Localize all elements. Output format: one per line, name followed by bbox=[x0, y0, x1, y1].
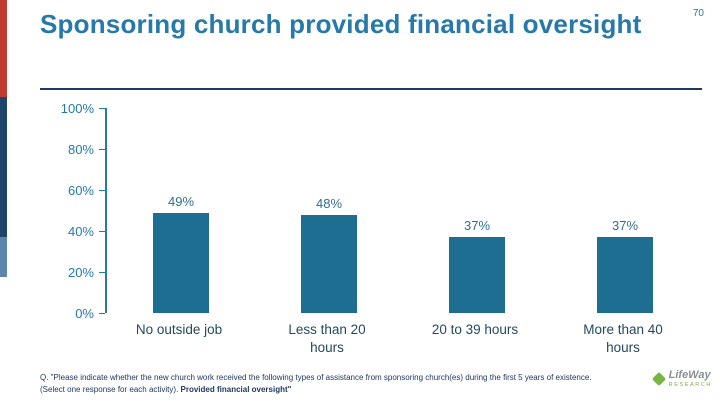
x-axis-category: More than 40 hours bbox=[583, 322, 663, 356]
y-axis-tick: 60% bbox=[67, 183, 105, 198]
accent-strip-blue bbox=[0, 237, 7, 277]
tick-mark bbox=[99, 231, 105, 232]
y-axis-tick: 40% bbox=[67, 224, 105, 239]
y-axis-tick: 100% bbox=[60, 101, 105, 116]
x-axis-labels: No outside job Less than 20 hours 20 to … bbox=[105, 321, 697, 357]
footnote-question: Q. "Please indicate whether the new chur… bbox=[40, 373, 592, 394]
bar-value-label: 48% bbox=[315, 195, 343, 211]
x-axis-category: Less than 20 hours bbox=[288, 322, 366, 356]
bar bbox=[597, 237, 653, 313]
tick-mark bbox=[99, 149, 105, 150]
y-tick-label: 80% bbox=[67, 142, 94, 157]
bar-column: 37% bbox=[403, 108, 551, 313]
slide-title: Sponsoring church provided financial ove… bbox=[40, 9, 642, 39]
bar-column: 37% bbox=[551, 108, 699, 313]
accent-strip-red bbox=[0, 0, 7, 97]
tick-mark bbox=[99, 190, 105, 191]
bar-chart-plot: 49% 48% 37% 37% bbox=[105, 108, 699, 313]
y-tick-label: 100% bbox=[60, 101, 94, 116]
bar-column: 48% bbox=[255, 108, 403, 313]
y-axis-tick: 0% bbox=[75, 306, 105, 321]
y-axis: 100% 80% 60% 40% 20% 0% bbox=[30, 101, 105, 321]
logo-subtitle: RESEARCH bbox=[668, 382, 712, 388]
tick-mark bbox=[99, 108, 105, 109]
bar bbox=[449, 237, 505, 313]
x-axis-category: No outside job bbox=[135, 322, 223, 337]
footnote-bold: Provided financial oversight" bbox=[180, 385, 292, 394]
tick-mark bbox=[99, 313, 105, 314]
y-axis-tick: 20% bbox=[67, 265, 105, 280]
logo-name: LifeWay bbox=[668, 369, 711, 381]
lifeway-logo: LifeWay RESEARCH bbox=[651, 370, 712, 389]
bar-value-label: 37% bbox=[463, 218, 491, 234]
accent-strip-navy bbox=[0, 97, 7, 237]
title-underline bbox=[40, 88, 702, 90]
page-number: 70 bbox=[692, 8, 704, 19]
bar-value-label: 37% bbox=[611, 218, 639, 234]
bar-value-label: 49% bbox=[167, 193, 195, 209]
y-tick-label: 0% bbox=[75, 306, 94, 321]
bar-column: 49% bbox=[107, 108, 255, 313]
lifeway-logo-text: LifeWay RESEARCH bbox=[669, 370, 712, 389]
tick-mark bbox=[99, 272, 105, 273]
bar bbox=[153, 212, 209, 313]
footnote: Q. "Please indicate whether the new chur… bbox=[40, 372, 610, 396]
y-tick-label: 20% bbox=[67, 265, 94, 280]
x-axis-category: 20 to 39 hours bbox=[431, 322, 519, 337]
y-tick-label: 40% bbox=[67, 224, 94, 239]
bar bbox=[301, 214, 357, 313]
y-tick-label: 60% bbox=[67, 183, 94, 198]
y-axis-tick: 80% bbox=[67, 142, 105, 157]
lifeway-logo-icon bbox=[651, 372, 666, 387]
